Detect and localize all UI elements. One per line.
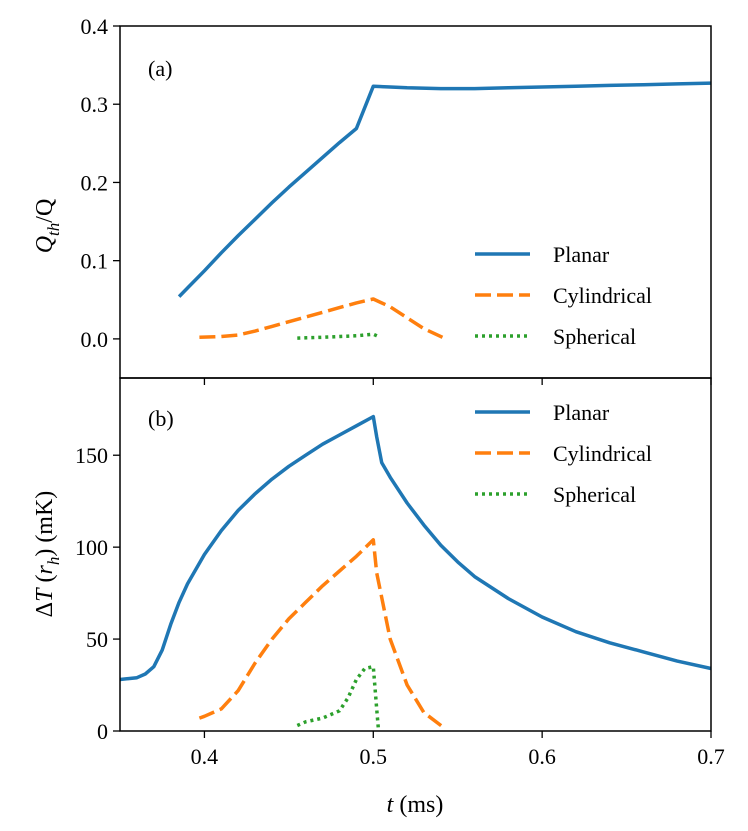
panel-b-ytick-label: 50 xyxy=(86,627,108,652)
panel-a-ytick-label: 0.3 xyxy=(81,92,109,117)
panel-a-legend-label: Cylindrical xyxy=(553,283,652,308)
panel-a-label: (a) xyxy=(148,56,172,81)
panel-b-ytick-label: 0 xyxy=(97,719,108,744)
panel-a-ytick-label: 0.1 xyxy=(81,249,109,274)
panel-a-ytick-label: 0.0 xyxy=(81,327,109,352)
panel-b-legend-label: Cylindrical xyxy=(553,441,652,466)
panel-b-ylabel: ΔT (rh) (mK) xyxy=(32,491,63,618)
x-axis-label: t (ms) xyxy=(387,792,444,818)
panel-a-series-cylindrical xyxy=(199,297,447,341)
panel-a-ytick-label: 0.4 xyxy=(81,14,109,39)
panel-a-lines xyxy=(177,81,712,341)
panel-b-xtick-label: 0.4 xyxy=(191,744,219,769)
panel-a-yticks: 0.0 0.1 0.2 0.3 0.4 xyxy=(81,14,120,352)
panel-b-xtick-label: 0.5 xyxy=(360,744,388,769)
panel-b-ytick-label: 150 xyxy=(75,443,108,468)
panel-a-ylabel: Qth/Q xyxy=(32,199,63,254)
panel-a-series-spherical xyxy=(297,332,380,340)
panel-b-ytick-label: 100 xyxy=(75,535,108,560)
panel-b-label: (b) xyxy=(148,406,174,431)
panel-a-series-planar xyxy=(177,81,712,298)
panel-b-xtick-label: 0.7 xyxy=(697,744,725,769)
svg-text:Qth/Q: Qth/Q xyxy=(32,199,63,254)
panel-a: Qth/Q (a) 0.0 0.1 0.2 0.3 0.4 Planar Cylindri… xyxy=(32,14,712,385)
panel-b-xticks: 0.4 0.5 0.6 0.7 xyxy=(191,731,725,769)
panel-a-legend-label: Spherical xyxy=(553,324,636,349)
panel-b-yticks: 0 50 100 150 xyxy=(75,443,120,744)
panel-b-legend-label: Planar xyxy=(553,400,610,425)
panel-b-xtick-label: 0.6 xyxy=(528,744,556,769)
panel-b-series-planar xyxy=(119,414,712,682)
panel-b-legend: Planar Cylindrical Spherical xyxy=(475,400,652,507)
panel-b-lines xyxy=(119,414,712,731)
svg-text:ΔT (rh) (mK): ΔT (rh) (mK) xyxy=(32,491,63,618)
panel-a-legend-label: Planar xyxy=(553,242,610,267)
panel-a-ytick-label: 0.2 xyxy=(81,170,109,195)
panel-a-legend: Planar Cylindrical Spherical xyxy=(475,242,652,349)
panel-b-series-spherical xyxy=(296,664,381,730)
panel-b-frame xyxy=(119,377,712,732)
panel-b-legend-label: Spherical xyxy=(553,482,636,507)
panel-b-series-cylindrical xyxy=(198,538,447,731)
panel-a-xticks xyxy=(203,378,712,385)
